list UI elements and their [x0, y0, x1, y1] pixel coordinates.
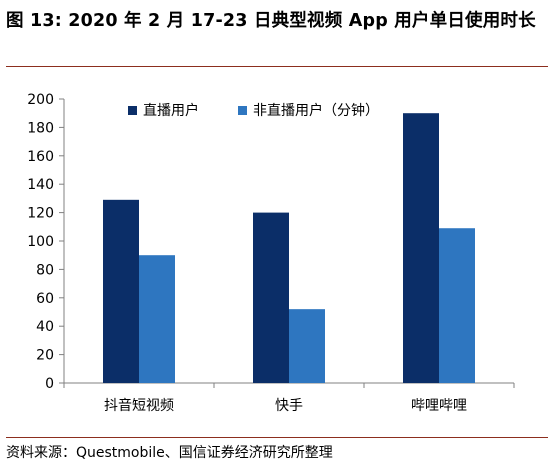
y-tick-label: 20 — [36, 348, 54, 364]
source-divider — [6, 437, 548, 438]
legend-label: 非直播用户（分钟） — [253, 102, 379, 119]
legend-swatch — [238, 106, 247, 115]
x-tick-label: 抖音短视频 — [104, 397, 174, 414]
bar-non-live-users — [289, 309, 325, 383]
title-divider — [6, 66, 548, 67]
legend: 直播用户 非直播用户（分钟） — [128, 102, 379, 119]
y-tick-label: 120 — [27, 206, 54, 222]
y-tick-label: 180 — [27, 120, 54, 136]
x-tick-label: 快手 — [275, 398, 303, 414]
bar-live-users — [403, 113, 439, 383]
y-tick-label: 200 — [27, 92, 54, 108]
bar-non-live-users — [439, 228, 475, 383]
y-tick-label: 60 — [36, 291, 54, 307]
x-axis: 抖音短视频 快手 哔哩哔哩 — [63, 382, 515, 414]
chart-title: 图 13: 2020 年 2 月 17-23 日典型视频 App 用户单日使用时… — [6, 11, 536, 31]
legend-swatch — [128, 106, 137, 115]
y-tick-label: 140 — [27, 177, 54, 193]
bar-non-live-users — [139, 255, 175, 383]
bar-live-users — [103, 199, 139, 383]
y-tick-label: 0 — [45, 376, 54, 392]
y-tick-label: 40 — [36, 319, 54, 335]
y-tick-label: 100 — [27, 234, 54, 250]
bar-live-users — [253, 212, 289, 383]
legend-label: 直播用户 — [143, 102, 199, 119]
bars — [103, 113, 475, 383]
y-axis: 0 20 40 60 80 100 120 140 160 180 200 — [27, 92, 65, 392]
source-note: 资料来源：Questmobile、国信证券经济研究所整理 — [6, 445, 333, 461]
y-tick-label: 80 — [36, 262, 54, 278]
x-tick-label: 哔哩哔哩 — [411, 398, 467, 414]
y-tick-label: 160 — [27, 149, 54, 165]
